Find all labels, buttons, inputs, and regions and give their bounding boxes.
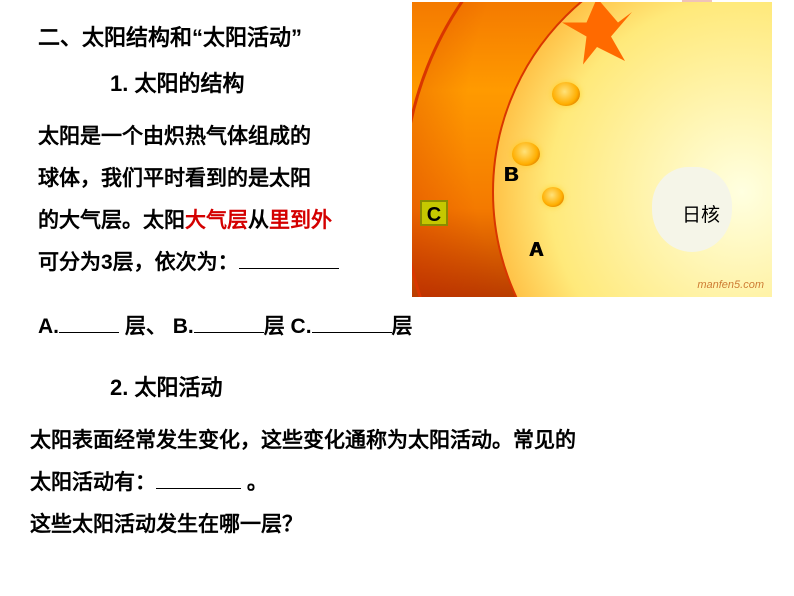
watermark: manfen5.com xyxy=(697,279,764,291)
p2-line2b: 。 xyxy=(241,471,268,494)
p1-line2: 球体，我们平时看到的是太阳 xyxy=(38,167,311,190)
fill-a2: 层、 xyxy=(119,315,167,338)
p2-line2a: 太阳活动有： xyxy=(30,471,156,494)
section-1-heading: 1. 太阳的结构 xyxy=(110,66,244,98)
sunspot-2 xyxy=(542,187,564,207)
sun-diagram: 日核 A B C manfen5.com xyxy=(412,2,772,297)
p2-line3: 这些太阳活动发生在哪一层？ xyxy=(30,513,303,536)
section-2-heading: 2. 太阳活动 xyxy=(110,370,222,402)
p1-line4a: 可分为3层，依次为： xyxy=(38,251,239,274)
core-label: 日核 xyxy=(682,200,720,227)
p1-line3b: 从 xyxy=(248,209,269,232)
label-b: B xyxy=(497,162,525,188)
fill-b: B. xyxy=(173,315,194,338)
label-a: A xyxy=(522,237,550,263)
section-1-num: 1. xyxy=(110,71,134,96)
blank-activity xyxy=(156,488,241,489)
blank-b xyxy=(194,332,264,333)
blank-1 xyxy=(239,268,339,269)
fill-c: C. xyxy=(291,315,312,338)
section-2-num: 2. xyxy=(110,375,134,400)
fill-line: A. 层、 B.层 C.层 xyxy=(38,310,413,340)
p2-line1: 太阳表面经常发生变化，这些变化通称为太阳活动。常见的 xyxy=(30,429,576,452)
p1-red1: 大气层 xyxy=(185,209,248,232)
paragraph-2: 太阳表面经常发生变化，这些变化通称为太阳活动。常见的 太阳活动有： 。 这些太阳… xyxy=(30,420,770,546)
blank-a xyxy=(59,332,119,333)
label-c: C xyxy=(420,200,448,226)
heading-main: 二、太阳结构和“太阳活动” xyxy=(38,20,302,52)
fill-b2: 层 xyxy=(264,315,291,338)
p1-line3a: 的大气层。太阳 xyxy=(38,209,185,232)
section-1-title: 太阳的结构 xyxy=(134,71,244,96)
paragraph-1: 太阳是一个由炽热气体组成的 球体，我们平时看到的是太阳 的大气层。太阳大气层从里… xyxy=(38,116,418,284)
section-2-title: 太阳活动 xyxy=(134,375,222,400)
blank-c xyxy=(312,332,392,333)
fill-a: A. xyxy=(38,315,59,338)
sunspot-3 xyxy=(552,82,580,106)
p1-line1: 太阳是一个由炽热气体组成的 xyxy=(38,125,311,148)
p1-red2: 里到外 xyxy=(269,209,332,232)
fill-c2: 层 xyxy=(392,315,413,338)
